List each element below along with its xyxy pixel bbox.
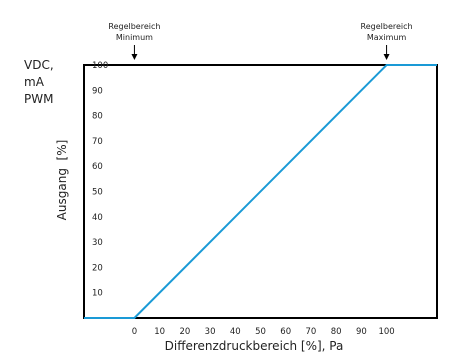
y-axis-label: Ausgang [%] <box>55 140 69 221</box>
x-tick-label: 50 <box>255 327 266 337</box>
y-signal-label-1: VDC, <box>24 58 54 72</box>
annotation-label-line2: Maximum <box>367 33 407 42</box>
x-axis-label: Differenzdruckbereich [%], Pa <box>165 339 344 353</box>
plot-frame <box>83 64 438 319</box>
annotation-arrow-head <box>131 54 138 60</box>
y-tick-label: 100 <box>92 61 108 71</box>
y-tick-label: 50 <box>92 188 103 198</box>
x-tick-label: 30 <box>205 327 216 337</box>
x-tick-label: 10 <box>154 327 165 337</box>
x-tick-label: 20 <box>179 327 190 337</box>
y-tick-label: 80 <box>92 112 103 122</box>
annotation-label-line1: Regelbereich <box>361 22 413 31</box>
y-tick-label: 30 <box>92 238 103 248</box>
y-tick-label: 90 <box>92 86 103 96</box>
x-tick-label: 70 <box>306 327 317 337</box>
x-tick-label: 60 <box>280 327 291 337</box>
x-tick-label: 0 <box>132 327 137 337</box>
y-tick-label: 60 <box>92 162 103 172</box>
y-tick-label: 20 <box>92 263 103 273</box>
series-line <box>84 64 437 319</box>
y-signal-label-3: PWM <box>24 92 53 106</box>
y-tick-label: 10 <box>92 289 103 299</box>
x-tick-label: 40 <box>230 327 241 337</box>
x-tick-label: 90 <box>356 327 367 337</box>
x-tick-label: 80 <box>331 327 342 337</box>
annotation-label-line1: Regelbereich <box>108 22 160 31</box>
annotation-arrow-head <box>383 54 390 60</box>
x-tick-label: 100 <box>378 327 394 337</box>
y-tick-label: 40 <box>92 213 103 223</box>
annotation-label-line2: Minimum <box>116 33 153 42</box>
y-tick-label: 70 <box>92 137 103 147</box>
y-signal-label-2: mA <box>24 75 45 89</box>
